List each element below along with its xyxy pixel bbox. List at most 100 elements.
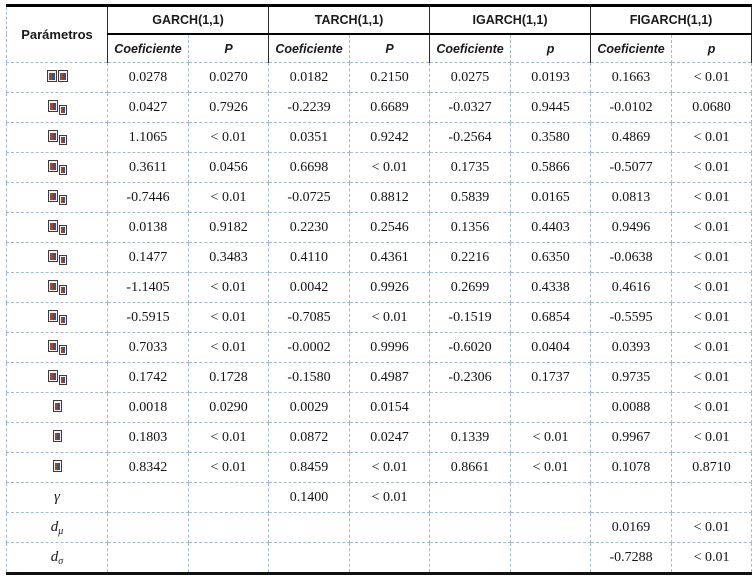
missing-glyph-box-icon xyxy=(52,429,62,442)
subheader-igarch-coeficiente: Coeficiente xyxy=(429,33,512,63)
value-cell: 0.9967 xyxy=(590,422,673,453)
missing-glyph-box-icon xyxy=(58,224,67,235)
column-header-parametros: Parámetros xyxy=(6,5,108,63)
value-cell: -0.7085 xyxy=(268,302,351,333)
value-cell: < 0.01 xyxy=(671,122,753,153)
parameter-symbol xyxy=(47,309,67,325)
parameter-symbol xyxy=(47,129,67,145)
table-row: 0.1742 0.1728 -0.1580 0.4987 -0.2306 0.1737 0.… xyxy=(6,362,753,393)
column-group-garch: GARCH(1,1) xyxy=(106,5,270,35)
table-row: 0.0138 0.9182 0.2230 0.2546 0.1356 0.4403 0.94… xyxy=(6,212,753,243)
value-cell xyxy=(187,512,270,543)
subheader-garch-p: P xyxy=(187,33,270,63)
value-cell: 0.1728 xyxy=(187,362,270,393)
subheader-garch-coeficiente: Coeficiente xyxy=(107,33,189,63)
value-cell: -0.2564 xyxy=(429,122,512,153)
missing-glyph-box-icon xyxy=(47,129,58,142)
value-cell xyxy=(429,482,512,513)
subheader-figarch-coeficiente: Coeficiente xyxy=(590,33,673,63)
value-cell: 0.6854 xyxy=(510,302,592,333)
value-cell xyxy=(107,512,189,543)
value-cell: 0.8661 xyxy=(429,452,512,483)
value-cell: 0.0872 xyxy=(268,422,351,453)
missing-glyph-box-icon xyxy=(47,249,58,262)
value-cell: 0.0427 xyxy=(107,92,189,123)
value-cell: -0.2306 xyxy=(429,362,512,393)
value-cell: 0.4110 xyxy=(268,242,351,273)
parameter-symbol xyxy=(47,249,67,265)
value-cell: < 0.01 xyxy=(671,212,753,243)
value-cell: < 0.01 xyxy=(349,152,431,183)
parameter-symbol xyxy=(52,459,62,475)
value-cell: < 0.01 xyxy=(510,452,592,483)
value-cell: 0.8812 xyxy=(349,182,431,213)
parameter-symbol: dμ xyxy=(51,519,64,537)
value-cell: < 0.01 xyxy=(349,302,431,333)
value-cell xyxy=(187,482,270,513)
value-cell: 0.0275 xyxy=(429,62,512,93)
value-cell: 0.0813 xyxy=(590,182,673,213)
missing-glyph-box-icon xyxy=(58,284,67,295)
value-cell: 0.1737 xyxy=(510,362,592,393)
value-cell: 0.1400 xyxy=(268,482,351,513)
header-sub-row: Coeficiente P Coeficiente P Coeficiente … xyxy=(7,33,753,63)
value-cell: < 0.01 xyxy=(671,392,753,423)
value-cell: 0.9496 xyxy=(590,212,673,243)
missing-glyph-box-icon xyxy=(46,69,57,82)
value-cell: 0.4869 xyxy=(590,122,673,153)
value-cell: < 0.01 xyxy=(510,422,592,453)
value-cell: 0.8710 xyxy=(671,452,753,483)
parameter-symbol xyxy=(52,399,62,415)
value-cell: 0.1803 xyxy=(107,422,189,453)
value-cell: 0.0042 xyxy=(268,272,351,303)
table-row: 0.8342 < 0.01 0.8459 < 0.01 0.8661 < 0.01 0.10… xyxy=(6,452,753,483)
missing-glyph-box-icon xyxy=(47,99,58,112)
value-cell: 0.9926 xyxy=(349,272,431,303)
value-cell: 0.0154 xyxy=(349,392,431,423)
value-cell: 0.9182 xyxy=(187,212,270,243)
missing-glyph-box-icon xyxy=(58,344,67,355)
value-cell: -0.0327 xyxy=(429,92,512,123)
value-cell xyxy=(429,392,512,423)
value-cell: -1.1405 xyxy=(107,272,189,303)
value-cell: 0.1356 xyxy=(429,212,512,243)
missing-glyph-box-icon xyxy=(47,339,58,352)
value-cell: 0.2699 xyxy=(429,272,512,303)
table-row: γ 0.1400 < 0.01 xyxy=(6,482,753,513)
value-cell: 0.0193 xyxy=(510,62,592,93)
parameter-symbol: dσ xyxy=(51,549,63,567)
param-cell: γ xyxy=(6,482,108,513)
missing-glyph-box-icon xyxy=(58,254,67,265)
value-cell: -0.5595 xyxy=(590,302,673,333)
missing-glyph-box-icon xyxy=(58,374,67,385)
value-cell: < 0.01 xyxy=(671,512,753,543)
value-cell: -0.7446 xyxy=(107,182,189,213)
missing-glyph-box-icon xyxy=(57,69,68,82)
value-cell: -0.0725 xyxy=(268,182,351,213)
missing-glyph-box-icon xyxy=(47,159,58,172)
value-cell: 0.1735 xyxy=(429,152,512,183)
value-cell: 0.2216 xyxy=(429,242,512,273)
table-row: -0.7446 < 0.01 -0.0725 0.8812 0.5839 0.0165 0.… xyxy=(6,182,753,213)
value-cell: 0.0351 xyxy=(268,122,351,153)
value-cell: < 0.01 xyxy=(187,182,270,213)
value-cell: 0.0138 xyxy=(107,212,189,243)
parameter-symbol-subscript: μ xyxy=(58,525,64,537)
value-cell: -0.0102 xyxy=(590,92,673,123)
value-cell xyxy=(510,512,592,543)
value-cell: 0.3580 xyxy=(510,122,592,153)
value-cell: 0.2150 xyxy=(349,62,431,93)
value-cell: 0.1078 xyxy=(590,452,673,483)
value-cell: -0.5077 xyxy=(590,152,673,183)
parameter-symbol-base: γ xyxy=(54,489,60,505)
param-cell xyxy=(6,182,108,213)
missing-glyph-box-icon xyxy=(58,194,67,205)
value-cell xyxy=(107,482,189,513)
table-row: 1.1065 < 0.01 0.0351 0.9242 -0.2564 0.3580 0.4… xyxy=(6,122,753,153)
value-cell: -0.2239 xyxy=(268,92,351,123)
value-cell xyxy=(590,482,673,513)
value-cell: -0.1519 xyxy=(429,302,512,333)
value-cell: 0.9242 xyxy=(349,122,431,153)
value-cell: 0.4987 xyxy=(349,362,431,393)
param-cell: dμ xyxy=(6,512,108,543)
